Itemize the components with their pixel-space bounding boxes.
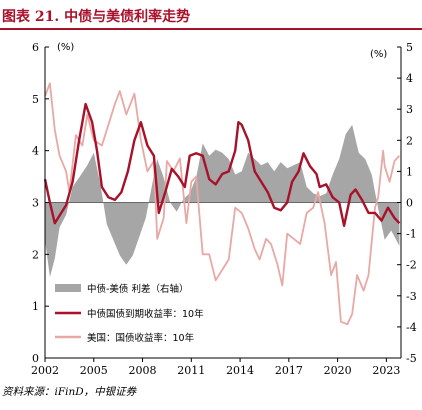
legend-label-us: 美国：国债收益率：10年 (87, 332, 195, 344)
right-tick-label: -3 (406, 290, 417, 303)
right-tick-label: 3 (406, 103, 413, 116)
x-tick-label: 2020 (324, 364, 352, 377)
left-unit-label: (%) (57, 42, 74, 53)
left-tick-label: 1 (32, 300, 39, 313)
right-tick-label: 5 (406, 41, 413, 54)
legend: 中债-美债 利差（右轴） 中债国债到期收益率：10年 美国：国债收益率：10年 (55, 283, 204, 344)
series-us-10y-line (44, 82, 401, 326)
right-unit-label: (%) (370, 49, 387, 60)
right-tick-label: 4 (406, 72, 413, 85)
x-tick-label: 2011 (177, 364, 205, 377)
x-tick-label: 2002 (31, 364, 59, 377)
series-spread-area (45, 124, 400, 278)
x-tick-label: 2014 (226, 364, 254, 377)
left-tick-label: 6 (32, 41, 39, 54)
x-tick-label: 2023 (372, 364, 400, 377)
legend-label-china: 中债国债到期收益率：10年 (87, 308, 204, 320)
right-tick-label: -2 (406, 259, 417, 272)
series-china-10y-line (43, 102, 401, 228)
right-tick-label: -5 (406, 352, 417, 365)
title-divider (0, 28, 422, 30)
right-tick-label: -4 (406, 321, 417, 334)
chart-title: 图表 21. 中债与美债利率走势 (2, 9, 191, 25)
right-tick-label: 1 (406, 165, 413, 178)
right-tick-label: 2 (406, 134, 413, 147)
x-tick-label: 2005 (80, 364, 108, 377)
left-tick-label: 4 (32, 145, 39, 158)
left-tick-label: 3 (32, 197, 39, 210)
left-tick-label: 5 (32, 93, 39, 106)
source-note: 资料来源：iFinD，中银证券 (2, 386, 137, 398)
x-tick-label: 2008 (129, 364, 157, 377)
right-tick-label: 0 (406, 197, 413, 210)
left-tick-label: 0 (32, 352, 39, 365)
legend-label-spread: 中债-美债 利差（右轴） (87, 283, 188, 295)
x-tick-label: 2017 (275, 364, 303, 377)
left-tick-label: 2 (32, 248, 39, 261)
legend-swatch-spread (55, 284, 81, 292)
right-tick-label: -1 (406, 228, 417, 241)
